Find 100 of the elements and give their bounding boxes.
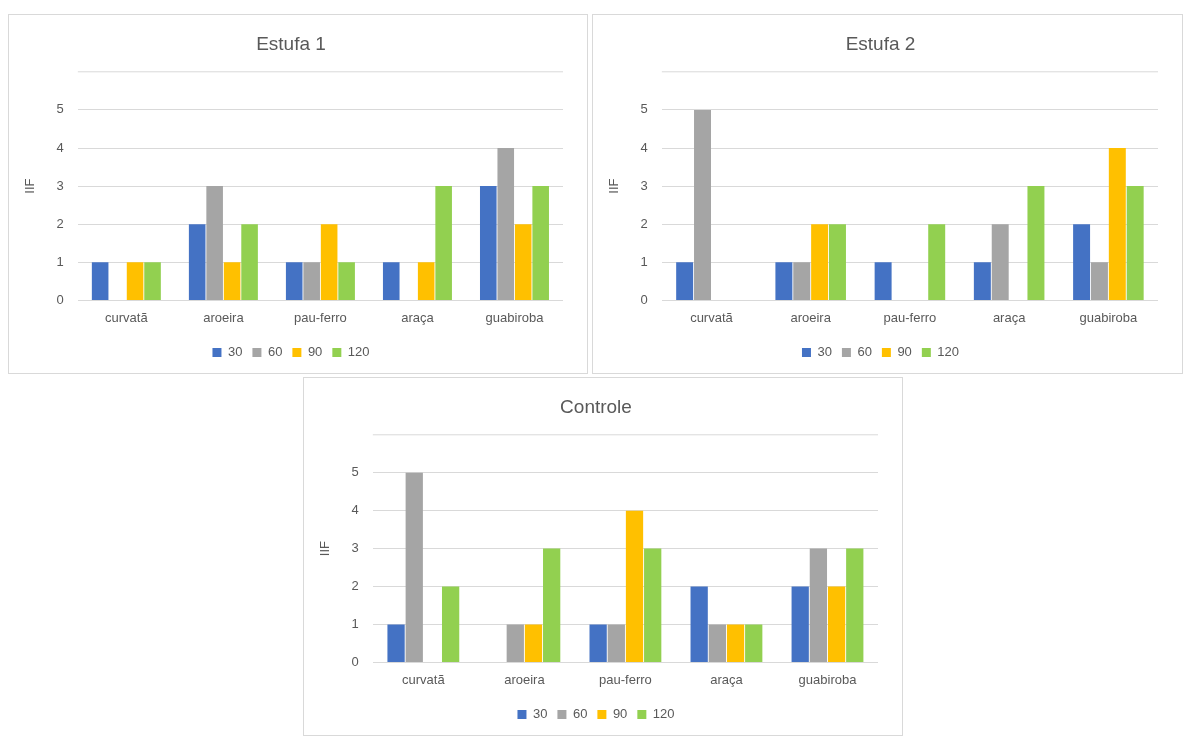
chart-title: Controle [560,395,632,417]
y-axis-title: IIF [606,178,622,194]
legend-label: 90 [897,344,912,360]
bar [676,262,694,300]
y-tick-label: 1 [56,253,64,269]
y-tick-label: 3 [351,540,359,556]
chart-title: Estufa 2 [845,32,916,54]
bar [809,548,828,662]
bar [387,624,405,662]
y-tick-label: 3 [56,177,64,193]
legend-label: 60 [572,706,588,722]
bar [708,624,726,662]
bar [338,262,355,300]
x-tick-label: curvatã [690,309,734,325]
bar [973,262,991,300]
bar [206,186,223,300]
bar [625,510,644,662]
legend-label: 30 [227,344,243,360]
x-tick-label: guabiroba [485,309,545,325]
legend-label: 90 [612,706,628,722]
bar [991,224,1009,300]
x-tick-label: aroeira [504,671,546,687]
bar [479,186,497,300]
x-tick-label: aroeira [203,309,245,325]
bar [1073,224,1091,300]
x-tick-label: araça [710,671,744,687]
bar [1126,186,1144,300]
y-tick-label: 4 [640,139,648,155]
legend-label: 30 [817,344,832,360]
x-tick-label: araça [401,309,435,325]
bar [1027,186,1045,300]
bar [524,624,543,662]
y-tick-label: 0 [351,653,359,669]
y-axis-title: IIF [22,178,38,194]
y-tick-label: 0 [56,291,64,307]
bar [223,262,241,300]
y-tick-label: 2 [351,578,359,594]
legend-label: 60 [857,344,872,360]
bar [827,586,846,662]
bar [793,262,811,300]
bar [543,548,561,662]
bar [846,548,864,662]
legend-label: 120 [937,344,960,360]
bar [607,624,625,662]
bar [791,586,809,662]
bar [126,262,144,300]
legend-label: 90 [307,344,323,360]
bar [188,224,206,300]
legend-label: 120 [652,706,675,722]
x-tick-label: araça [992,309,1027,325]
legend-label: 120 [347,344,370,360]
y-tick-label: 4 [56,139,64,155]
y-tick-label: 0 [640,291,648,307]
chart-title: Estufa 1 [256,32,326,54]
legend-label: 30 [532,706,548,722]
y-tick-label: 5 [351,464,359,480]
y-tick-label: 1 [351,616,359,632]
y-tick-label: 1 [640,253,648,269]
x-tick-label: curvatã [105,309,149,325]
y-axis-title: IIF [317,540,333,557]
bar [928,224,946,300]
bar [644,548,662,662]
bar [828,224,846,300]
bar [497,148,515,300]
x-tick-label: guabiroba [1079,309,1139,325]
bar [144,262,161,300]
x-tick-label: aroeira [790,309,832,325]
bar [690,586,708,662]
x-tick-label: pau-ferro [599,671,652,687]
bar [320,224,338,300]
x-tick-label: guabiroba [798,671,858,687]
bar [775,262,793,300]
bar [91,262,109,300]
bar [285,262,303,300]
legend-label: 60 [267,344,283,360]
y-tick-label: 5 [640,101,648,117]
bar [303,262,320,300]
bar [745,624,763,662]
y-tick-label: 5 [56,101,64,117]
y-tick-label: 3 [640,177,648,193]
bar [1108,148,1126,300]
bar [532,186,549,300]
bar [405,472,423,662]
bar [382,262,400,300]
x-tick-label: pau-ferro [294,309,347,325]
y-tick-label: 2 [640,215,648,231]
bar [811,224,829,300]
bar [514,224,532,300]
bar [726,624,745,662]
bar [874,262,892,300]
y-tick-label: 2 [56,215,64,231]
bar [417,262,435,300]
bar [435,186,452,300]
bar [1090,262,1108,300]
bar [506,624,524,662]
bar [241,224,258,300]
bar [589,624,607,662]
x-tick-label: pau-ferro [883,309,937,325]
x-tick-label: curvatã [402,671,446,687]
bar [441,586,460,662]
